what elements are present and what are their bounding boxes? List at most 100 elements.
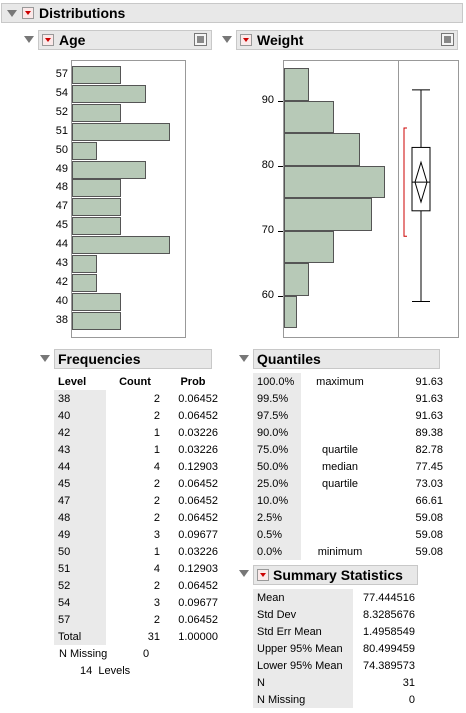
weight-bar: [284, 198, 373, 231]
count-cell: 31: [147, 630, 160, 643]
count-cell: 1: [153, 426, 160, 439]
count-cell: 4: [153, 460, 160, 473]
quantiles-header: Quantiles: [253, 349, 440, 369]
table-row: 43 1 0.03226: [54, 441, 222, 458]
level-cell: 49: [54, 526, 106, 543]
age-bar: [72, 236, 171, 255]
quantile-name-cell: [301, 424, 379, 441]
table-row: 0.5% 59.08: [253, 526, 447, 543]
percentile-cell: 10.0%: [253, 492, 301, 509]
quantile-value-cell: 77.45: [415, 460, 443, 473]
quantiles-title: Quantiles: [257, 351, 321, 367]
weight-tick-label: 80: [261, 158, 274, 171]
mean-diamond: [414, 160, 428, 204]
stat-value-cell: 77.444516: [363, 591, 415, 604]
age-tick-label: 48: [55, 181, 68, 194]
table-row: Lower 95% Mean 74.389573: [253, 657, 419, 674]
percentile-cell: 0.5%: [253, 526, 301, 543]
age-bar: [72, 198, 122, 217]
count-cell: 3: [153, 596, 160, 609]
age-tick-label: 38: [55, 313, 68, 326]
prob-cell: 0.06452: [178, 511, 218, 524]
age-bar: [72, 66, 122, 84]
stat-value-cell: 31: [402, 676, 415, 689]
pin-icon[interactable]: [441, 33, 454, 46]
percentile-cell: 100.0%: [253, 373, 301, 390]
prob-header: Prob: [180, 375, 206, 388]
age-collapse-triangle-icon[interactable]: [24, 36, 34, 43]
weight-boxplot: [403, 89, 431, 302]
prob-cell: 0.06452: [178, 477, 218, 490]
quantile-name-cell: maximum: [316, 375, 364, 388]
table-row: 0.0% minimum 59.08: [253, 543, 447, 560]
table-row: 47 2 0.06452: [54, 492, 222, 509]
age-tick-label: 50: [55, 143, 68, 156]
age-bar: [72, 141, 97, 160]
table-row: Upper 95% Mean 80.499459: [253, 640, 419, 657]
percentile-cell: 90.0%: [253, 424, 301, 441]
age-bar: [72, 255, 97, 273]
level-cell: 54: [54, 594, 106, 611]
quantile-value-cell: 91.63: [415, 392, 443, 405]
frequencies-collapse-triangle-icon[interactable]: [40, 355, 50, 362]
table-row: 50.0% median 77.45: [253, 458, 447, 475]
age-tick-label: 42: [55, 275, 68, 288]
red-menu-icon[interactable]: [257, 569, 269, 581]
age-tick-label: 51: [55, 124, 68, 137]
summary-collapse-triangle-icon[interactable]: [239, 570, 249, 577]
prob-cell: 0.09677: [178, 528, 218, 541]
boxplot-divider: [398, 61, 399, 337]
distributions-header: Distributions: [1, 3, 463, 23]
table-row: 45 2 0.06452: [54, 475, 222, 492]
pin-icon[interactable]: [194, 33, 207, 46]
table-row: Mean 77.444516: [253, 589, 419, 606]
weight-tick-mark: [278, 100, 283, 102]
red-menu-icon[interactable]: [22, 7, 34, 19]
quantiles-collapse-triangle-icon[interactable]: [239, 355, 249, 362]
count-cell: 4: [153, 562, 160, 575]
prob-cell: 0.06452: [178, 579, 218, 592]
summary-table: Mean 77.444516 Std Dev 8.3285676 Std Err Mea…: [253, 589, 419, 708]
level-cell: 45: [54, 475, 106, 492]
table-row: 100.0% maximum 91.63: [253, 373, 447, 390]
prob-cell: 0.06452: [178, 494, 218, 507]
stat-name-cell: Std Dev: [253, 606, 353, 623]
weight-bar: [284, 295, 297, 328]
age-bar: [72, 292, 122, 311]
stat-name-cell: N: [253, 674, 353, 691]
collapse-triangle-icon[interactable]: [7, 10, 17, 17]
shortest-half-bracket: [403, 127, 407, 237]
level-cell: Total: [54, 628, 106, 645]
stat-value-cell: 8.3285676: [363, 608, 415, 621]
stat-name-cell: Std Err Mean: [253, 623, 353, 640]
table-row: N 31: [253, 674, 419, 691]
table-row: 50 1 0.03226: [54, 543, 222, 560]
table-row: N Missing 0: [253, 691, 419, 708]
weight-collapse-triangle-icon[interactable]: [222, 36, 232, 43]
count-cell: 3: [153, 528, 160, 541]
table-row: Std Dev 8.3285676: [253, 606, 419, 623]
red-menu-icon[interactable]: [240, 34, 252, 46]
quantile-value-cell: 66.61: [415, 494, 443, 507]
age-title: Age: [59, 32, 86, 48]
table-row: 48 2 0.06452: [54, 509, 222, 526]
age-bar: [72, 217, 122, 236]
age-bar: [72, 160, 146, 179]
stat-value-cell: 1.4958549: [363, 625, 415, 638]
age-tick-label: 57: [55, 68, 68, 80]
age-bar: [72, 179, 122, 198]
n-missing-label: N Missing: [59, 648, 108, 660]
weight-bar: [284, 68, 310, 101]
quantile-value-cell: 89.38: [415, 426, 443, 439]
quartile-box: [411, 146, 431, 212]
total-row: Total 31 1.00000: [54, 628, 222, 645]
count-cell: 1: [153, 443, 160, 456]
level-cell: 47: [54, 492, 106, 509]
weight-bar: [284, 230, 335, 263]
level-cell: 43: [54, 441, 106, 458]
table-row: 75.0% quartile 82.78: [253, 441, 447, 458]
red-menu-icon[interactable]: [42, 34, 54, 46]
level-cell: 52: [54, 577, 106, 594]
table-row: 44 4 0.12903: [54, 458, 222, 475]
quantile-value-cell: 91.63: [415, 409, 443, 422]
